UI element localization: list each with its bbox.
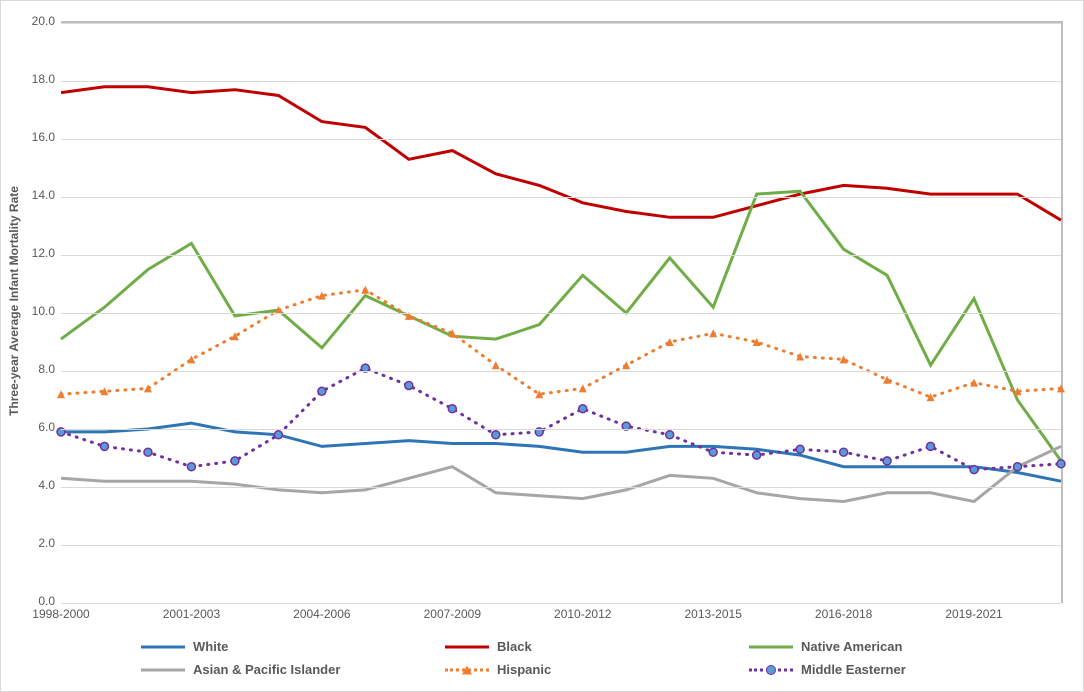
series-marker <box>231 457 239 465</box>
legend-item: Native American <box>749 639 1043 654</box>
series-marker <box>144 448 152 456</box>
series-marker <box>970 466 978 474</box>
legend-label: Hispanic <box>497 662 551 677</box>
chart-container: Three-year Average Infant Mortality Rate… <box>0 0 1084 692</box>
legend-label: White <box>193 639 228 654</box>
legend-item: Hispanic <box>445 662 739 677</box>
x-tick-label: 2010-2012 <box>554 607 611 621</box>
legend-swatch <box>141 663 185 677</box>
series-line <box>61 191 1061 461</box>
x-tick-label: 2004-2006 <box>293 607 350 621</box>
y-tick-label: 0.0 <box>38 594 55 608</box>
series-marker <box>840 448 848 456</box>
series-marker <box>144 384 152 392</box>
legend-swatch <box>141 640 185 654</box>
legend-item: Asian & Pacific Islander <box>141 662 435 677</box>
series-marker <box>492 361 500 369</box>
gridline <box>61 487 1061 488</box>
series-marker <box>100 442 108 450</box>
legend-item: Black <box>445 639 739 654</box>
series-marker <box>1014 463 1022 471</box>
series-marker <box>1057 460 1065 468</box>
series-marker <box>579 384 587 392</box>
x-tick-label: 2016-2018 <box>815 607 872 621</box>
series-marker <box>492 431 500 439</box>
legend-swatch <box>749 640 793 654</box>
gridline <box>61 139 1061 140</box>
series-marker <box>448 405 456 413</box>
legend-swatch <box>445 663 489 677</box>
legend-swatch <box>749 663 793 677</box>
series-marker <box>796 445 804 453</box>
series-marker <box>187 463 195 471</box>
y-tick-label: 10.0 <box>32 304 55 318</box>
y-tick-label: 2.0 <box>38 536 55 550</box>
x-tick-label: 1998-2000 <box>32 607 89 621</box>
series-marker <box>57 390 65 398</box>
series-marker <box>361 286 369 294</box>
series-marker <box>274 431 282 439</box>
gridline <box>61 429 1061 430</box>
gridline <box>61 197 1061 198</box>
series-marker <box>883 457 891 465</box>
series-marker <box>405 382 413 390</box>
y-axis-title: Three-year Average Infant Mortality Rate <box>7 186 21 416</box>
series-line <box>61 87 1061 220</box>
x-tick-label: 2013-2015 <box>684 607 741 621</box>
y-tick-label: 20.0 <box>32 14 55 28</box>
series-line <box>61 290 1061 397</box>
y-tick-label: 4.0 <box>38 478 55 492</box>
y-tick-label: 14.0 <box>32 188 55 202</box>
gridline <box>61 313 1061 314</box>
legend-swatch <box>445 640 489 654</box>
gridline <box>61 371 1061 372</box>
x-tick-label: 2001-2003 <box>163 607 220 621</box>
gridline <box>61 81 1061 82</box>
series-marker <box>318 387 326 395</box>
legend-label: Native American <box>801 639 902 654</box>
legend-label: Middle Easterner <box>801 662 906 677</box>
series-marker <box>579 405 587 413</box>
y-tick-label: 18.0 <box>32 72 55 86</box>
series-marker <box>666 431 674 439</box>
legend-item: Middle Easterner <box>749 662 1043 677</box>
y-tick-label: 8.0 <box>38 362 55 376</box>
legend-item: White <box>141 639 435 654</box>
gridline <box>61 545 1061 546</box>
legend: White Black Native American Asian & Pacific… <box>141 639 1043 677</box>
x-tick-label: 2007-2009 <box>424 607 481 621</box>
legend-label: Black <box>497 639 532 654</box>
gridline <box>61 255 1061 256</box>
y-tick-label: 16.0 <box>32 130 55 144</box>
y-tick-label: 12.0 <box>32 246 55 260</box>
series-marker <box>753 451 761 459</box>
gridline <box>61 23 1061 24</box>
legend-label: Asian & Pacific Islander <box>193 662 340 677</box>
series-line <box>61 368 1061 470</box>
y-tick-label: 6.0 <box>38 420 55 434</box>
series-marker <box>709 448 717 456</box>
gridline <box>61 603 1061 604</box>
x-tick-label: 2019-2021 <box>945 607 1002 621</box>
plot-area <box>61 21 1063 603</box>
series-marker <box>927 442 935 450</box>
series-line <box>61 446 1061 501</box>
